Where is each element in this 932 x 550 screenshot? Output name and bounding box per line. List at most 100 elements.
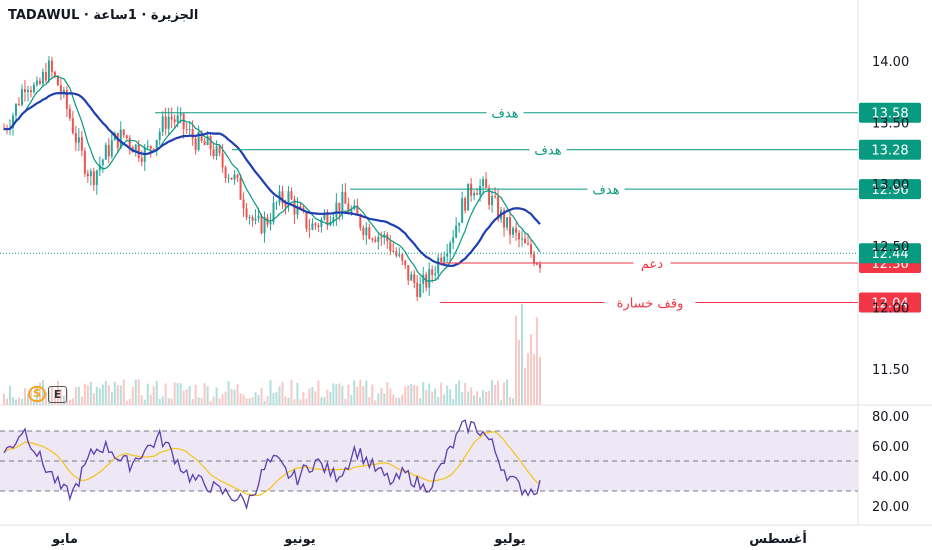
volume-bar [524, 367, 527, 405]
volume-bar [20, 398, 23, 405]
volume-bar [422, 382, 425, 405]
candle-body [158, 131, 161, 140]
candle-body [173, 119, 176, 123]
candle-body [74, 133, 77, 143]
volume-bar [302, 391, 305, 405]
volume-bar [365, 380, 368, 405]
candle-body [392, 250, 395, 252]
volume-bar [230, 388, 233, 405]
volume-bar [3, 393, 5, 405]
candle-body [323, 214, 326, 220]
candle-body [239, 177, 242, 200]
volume-bar [128, 398, 131, 405]
candle-body [284, 203, 287, 207]
volume-bar [380, 388, 383, 405]
volume-bar [44, 392, 47, 405]
volume-bar [398, 397, 401, 405]
volume-bar [260, 387, 263, 405]
volume-bar [50, 387, 53, 405]
interval-label: 1ساعة [93, 8, 137, 23]
candle-body [122, 129, 125, 136]
volume-bar [395, 397, 398, 405]
candle-body [53, 71, 56, 76]
volume-bar [347, 384, 350, 405]
rsi-line [3, 419, 541, 511]
volume-bar [104, 381, 107, 405]
earnings-badge[interactable]: E [48, 386, 67, 403]
candle-body [29, 90, 32, 93]
candle-body [506, 217, 509, 228]
candle-body [443, 256, 446, 262]
price-tick-label: 11.50 [872, 363, 909, 378]
candle-body [41, 71, 44, 84]
candle-body [455, 225, 458, 238]
level-label-bg [529, 141, 567, 158]
separator-1: · [83, 8, 89, 23]
level-label: وقف خسارة [617, 296, 684, 311]
volume-bar [440, 382, 443, 405]
rsi-tick-label: 80.00 [872, 410, 909, 425]
volume-bar [254, 392, 257, 405]
price-axis: 14.00 13.50 13.00 12.50 12.00 11.50 [872, 55, 909, 378]
volume-bar [275, 392, 278, 405]
volume-bar [368, 396, 371, 405]
volume-bar [425, 389, 428, 405]
candle-body [494, 196, 497, 198]
candle-body [236, 174, 239, 178]
volume-bar [521, 303, 524, 405]
candle-body [503, 210, 506, 228]
volume-bar [266, 395, 269, 405]
volume-bar [506, 379, 509, 405]
volume-bar [125, 400, 128, 405]
volume-bar [8, 385, 11, 405]
volume-bar [323, 396, 326, 405]
volume-bar [452, 398, 455, 405]
candle-body [11, 115, 14, 128]
level-price-tag [859, 292, 921, 313]
candle-body [104, 145, 107, 160]
volume-bar [119, 385, 122, 405]
volume-bar [491, 380, 494, 405]
time-axis: مايو يونيو يوليو أغسطس [51, 530, 807, 547]
candle-body [68, 108, 71, 119]
candle-body [461, 198, 464, 223]
volume-bar [146, 383, 149, 405]
volume-bar [329, 391, 332, 405]
candle-body [476, 193, 479, 195]
volume-bar [269, 380, 272, 405]
volume-bar [371, 384, 374, 405]
candle-body [524, 238, 527, 244]
volume-bar [122, 379, 125, 405]
split-badge[interactable]: S [28, 386, 46, 402]
candle-body [287, 191, 290, 207]
candle-body [290, 191, 293, 200]
candle-body [212, 149, 215, 157]
candle-body [512, 228, 515, 235]
candle-body [128, 137, 131, 148]
volume-bar [89, 381, 92, 405]
volume-bar [197, 397, 200, 405]
volume-bar [251, 397, 254, 405]
volume-bar [194, 384, 197, 405]
slow-ma-line [3, 91, 541, 268]
candle-body [518, 232, 521, 240]
volume-bar [263, 400, 266, 405]
candle-body [251, 217, 254, 221]
volume-bar [446, 385, 449, 405]
volume-bar [458, 380, 461, 405]
volume-bar [11, 397, 14, 405]
volume-bar [5, 398, 8, 405]
volume-bar [515, 315, 518, 405]
time-axis-label: مايو [51, 532, 78, 547]
candle-body [335, 202, 338, 218]
volume-bar [242, 394, 245, 405]
volume-bar [209, 400, 212, 405]
level-label-bg [587, 181, 625, 198]
volume-bar [77, 386, 80, 405]
volume-bar [152, 386, 155, 405]
volume-bar [191, 398, 194, 405]
rsi-tick-label: 60.00 [872, 440, 909, 455]
volume-bar [410, 384, 413, 405]
candle-body [497, 196, 500, 220]
